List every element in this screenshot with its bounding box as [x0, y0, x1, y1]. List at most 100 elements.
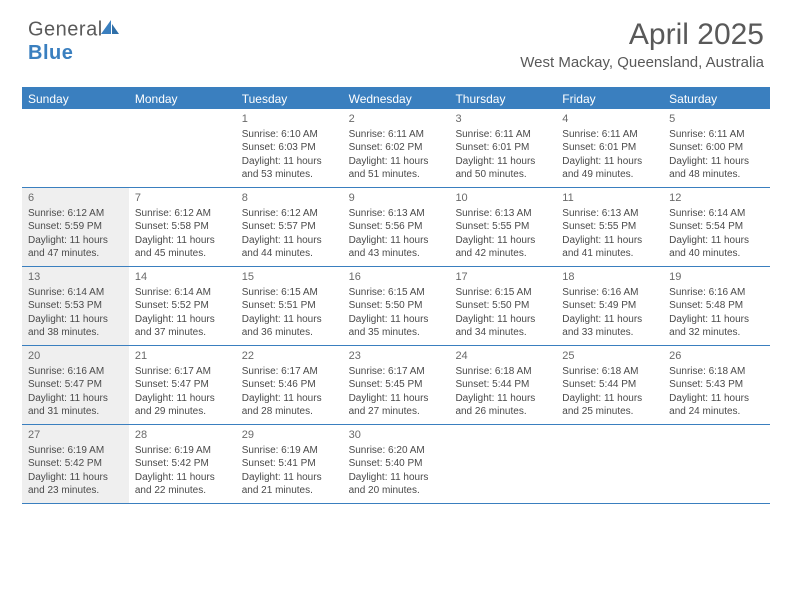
sunset-line: Sunset: 5:43 PM: [669, 378, 764, 392]
day-cell: 27Sunrise: 6:19 AMSunset: 5:42 PMDayligh…: [22, 425, 129, 503]
day-header: Sunday: [22, 89, 129, 109]
day-cell: 16Sunrise: 6:15 AMSunset: 5:50 PMDayligh…: [343, 267, 450, 345]
daylight-line: Daylight: 11 hours: [242, 392, 337, 406]
sunrise-line: Sunrise: 6:15 AM: [455, 286, 550, 300]
sunset-line: Sunset: 5:41 PM: [242, 457, 337, 471]
day-cell: 11Sunrise: 6:13 AMSunset: 5:55 PMDayligh…: [556, 188, 663, 266]
sunrise-line: Sunrise: 6:11 AM: [455, 128, 550, 142]
day-cell: 5Sunrise: 6:11 AMSunset: 6:00 PMDaylight…: [663, 109, 770, 187]
day-cell: 13Sunrise: 6:14 AMSunset: 5:53 PMDayligh…: [22, 267, 129, 345]
sunrise-line: Sunrise: 6:17 AM: [242, 365, 337, 379]
day-cell: 3Sunrise: 6:11 AMSunset: 6:01 PMDaylight…: [449, 109, 556, 187]
day-number: 14: [135, 270, 230, 285]
daylight-line: Daylight: 11 hours: [669, 155, 764, 169]
day-header: Saturday: [663, 89, 770, 109]
day-header: Thursday: [449, 89, 556, 109]
logo-sail-icon: [99, 18, 121, 42]
sunrise-line: Sunrise: 6:18 AM: [455, 365, 550, 379]
sunset-line: Sunset: 6:01 PM: [455, 141, 550, 155]
day-number: 8: [242, 191, 337, 206]
logo-text: GeneralBlue: [28, 18, 121, 65]
day-cell: [556, 425, 663, 503]
location: West Mackay, Queensland, Australia: [520, 54, 764, 71]
day-cell: 1Sunrise: 6:10 AMSunset: 6:03 PMDaylight…: [236, 109, 343, 187]
daylight-line: Daylight: 11 hours: [349, 392, 444, 406]
sunrise-line: Sunrise: 6:16 AM: [562, 286, 657, 300]
day-cell: [663, 425, 770, 503]
day-number: 30: [349, 428, 444, 443]
sunset-line: Sunset: 5:50 PM: [455, 299, 550, 313]
daylight-line: and 38 minutes.: [28, 326, 123, 340]
week-row: 1Sunrise: 6:10 AMSunset: 6:03 PMDaylight…: [22, 109, 770, 188]
sunrise-line: Sunrise: 6:14 AM: [135, 286, 230, 300]
daylight-line: Daylight: 11 hours: [455, 392, 550, 406]
daylight-line: and 51 minutes.: [349, 168, 444, 182]
sunrise-line: Sunrise: 6:19 AM: [242, 444, 337, 458]
daylight-line: Daylight: 11 hours: [135, 392, 230, 406]
daylight-line: Daylight: 11 hours: [669, 313, 764, 327]
daylight-line: Daylight: 11 hours: [28, 471, 123, 485]
sunrise-line: Sunrise: 6:16 AM: [28, 365, 123, 379]
sunset-line: Sunset: 5:47 PM: [135, 378, 230, 392]
day-cell: [129, 109, 236, 187]
day-cell: 26Sunrise: 6:18 AMSunset: 5:43 PMDayligh…: [663, 346, 770, 424]
week-row: 20Sunrise: 6:16 AMSunset: 5:47 PMDayligh…: [22, 346, 770, 425]
sunset-line: Sunset: 5:56 PM: [349, 220, 444, 234]
daylight-line: and 21 minutes.: [242, 484, 337, 498]
sunrise-line: Sunrise: 6:13 AM: [455, 207, 550, 221]
day-cell: 2Sunrise: 6:11 AMSunset: 6:02 PMDaylight…: [343, 109, 450, 187]
daylight-line: and 34 minutes.: [455, 326, 550, 340]
day-number: 28: [135, 428, 230, 443]
daylight-line: Daylight: 11 hours: [242, 471, 337, 485]
daylight-line: and 44 minutes.: [242, 247, 337, 261]
daylight-line: and 23 minutes.: [28, 484, 123, 498]
daylight-line: and 24 minutes.: [669, 405, 764, 419]
sunrise-line: Sunrise: 6:14 AM: [28, 286, 123, 300]
day-cell: 14Sunrise: 6:14 AMSunset: 5:52 PMDayligh…: [129, 267, 236, 345]
daylight-line: and 20 minutes.: [349, 484, 444, 498]
daylight-line: and 49 minutes.: [562, 168, 657, 182]
day-number: 25: [562, 349, 657, 364]
sunrise-line: Sunrise: 6:15 AM: [242, 286, 337, 300]
sunset-line: Sunset: 6:01 PM: [562, 141, 657, 155]
sunrise-line: Sunrise: 6:20 AM: [349, 444, 444, 458]
daylight-line: Daylight: 11 hours: [135, 471, 230, 485]
weeks-container: 1Sunrise: 6:10 AMSunset: 6:03 PMDaylight…: [22, 109, 770, 504]
sunrise-line: Sunrise: 6:12 AM: [28, 207, 123, 221]
week-row: 13Sunrise: 6:14 AMSunset: 5:53 PMDayligh…: [22, 267, 770, 346]
day-number: 19: [669, 270, 764, 285]
day-number: 18: [562, 270, 657, 285]
daylight-line: Daylight: 11 hours: [242, 313, 337, 327]
day-number: 23: [349, 349, 444, 364]
day-number: 5: [669, 112, 764, 127]
sunrise-line: Sunrise: 6:14 AM: [669, 207, 764, 221]
sunset-line: Sunset: 5:46 PM: [242, 378, 337, 392]
day-cell: 19Sunrise: 6:16 AMSunset: 5:48 PMDayligh…: [663, 267, 770, 345]
daylight-line: and 32 minutes.: [669, 326, 764, 340]
day-number: 27: [28, 428, 123, 443]
day-number: 21: [135, 349, 230, 364]
month-title: April 2025: [520, 18, 764, 52]
sunset-line: Sunset: 5:44 PM: [562, 378, 657, 392]
daylight-line: and 43 minutes.: [349, 247, 444, 261]
day-number: 7: [135, 191, 230, 206]
day-cell: 15Sunrise: 6:15 AMSunset: 5:51 PMDayligh…: [236, 267, 343, 345]
sunrise-line: Sunrise: 6:12 AM: [135, 207, 230, 221]
day-cell: 30Sunrise: 6:20 AMSunset: 5:40 PMDayligh…: [343, 425, 450, 503]
week-row: 6Sunrise: 6:12 AMSunset: 5:59 PMDaylight…: [22, 188, 770, 267]
day-cell: 10Sunrise: 6:13 AMSunset: 5:55 PMDayligh…: [449, 188, 556, 266]
sunrise-line: Sunrise: 6:11 AM: [562, 128, 657, 142]
day-cell: 8Sunrise: 6:12 AMSunset: 5:57 PMDaylight…: [236, 188, 343, 266]
daylight-line: Daylight: 11 hours: [455, 313, 550, 327]
sunset-line: Sunset: 5:51 PM: [242, 299, 337, 313]
sunset-line: Sunset: 6:02 PM: [349, 141, 444, 155]
sunrise-line: Sunrise: 6:19 AM: [135, 444, 230, 458]
sunset-line: Sunset: 5:57 PM: [242, 220, 337, 234]
day-cell: 7Sunrise: 6:12 AMSunset: 5:58 PMDaylight…: [129, 188, 236, 266]
day-number: 22: [242, 349, 337, 364]
sunset-line: Sunset: 5:45 PM: [349, 378, 444, 392]
day-cell: [22, 109, 129, 187]
sunrise-line: Sunrise: 6:13 AM: [349, 207, 444, 221]
day-number: 17: [455, 270, 550, 285]
daylight-line: Daylight: 11 hours: [135, 313, 230, 327]
